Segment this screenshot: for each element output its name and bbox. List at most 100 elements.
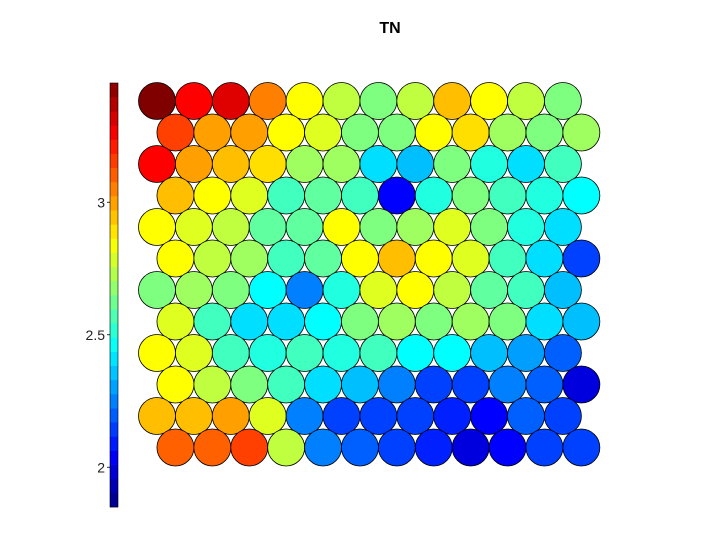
hex-cell (396, 82, 435, 120)
hex-cell (451, 239, 490, 278)
hex-cell (544, 271, 582, 309)
hex-cell (470, 208, 509, 246)
hex-cell (156, 239, 195, 278)
hex-cell (174, 82, 213, 120)
hex-cell (211, 208, 250, 246)
hex-cell (507, 82, 545, 120)
colorbar-step (110, 408, 118, 423)
hex-cell (156, 365, 195, 404)
colorbar-step (110, 97, 118, 112)
hex-cell (156, 176, 195, 215)
hex-cell (414, 428, 453, 467)
hex-cell (138, 334, 176, 372)
hex-cell (562, 365, 601, 404)
hex-cell (230, 365, 269, 404)
hex-cell (285, 82, 324, 120)
hex-cell (562, 113, 601, 152)
hex-cell (174, 397, 213, 435)
hex-cell (414, 113, 453, 152)
hex-cell (211, 397, 250, 435)
hex-cell (248, 208, 287, 246)
colorbar-step (110, 309, 118, 324)
hex-cell (451, 113, 490, 152)
hex-cell (488, 113, 527, 152)
colorbar-step (110, 266, 118, 282)
hex-cell (470, 82, 509, 120)
hex-cell (544, 397, 582, 435)
hex-cell (267, 428, 306, 467)
hex-cell (211, 334, 250, 372)
colorbar-step (110, 167, 118, 183)
colorbar-step (110, 422, 118, 437)
hex-cell (138, 82, 176, 120)
hex-cell (414, 302, 453, 341)
hex-cell (248, 82, 287, 120)
hex-cell (193, 113, 232, 152)
hex-cell (544, 82, 582, 120)
hex-cell (525, 113, 564, 152)
hex-cell (341, 428, 379, 467)
colorbar-step (110, 351, 118, 366)
hex-cell (396, 397, 435, 435)
colorbar-step (110, 153, 118, 169)
hex-cell (248, 271, 287, 309)
hex-cell (507, 334, 545, 372)
hex-cell (285, 145, 324, 183)
colorbar-step (110, 280, 118, 296)
hex-cell (525, 302, 564, 341)
hex-cell (525, 239, 564, 278)
hex-cell (341, 365, 379, 404)
hex-cell (304, 365, 342, 404)
colorbar-tick-label: 3 (97, 194, 105, 210)
hex-cell (451, 302, 490, 341)
hex-cell (507, 397, 545, 435)
hex-cell (267, 113, 306, 152)
hex-cell (230, 428, 269, 467)
colorbar-step (110, 464, 118, 480)
hex-cell (174, 208, 213, 246)
hex-cell (193, 365, 232, 404)
hex-cell (488, 365, 527, 404)
hex-cell (211, 271, 250, 309)
colorbar-step (110, 210, 118, 225)
hex-cell (267, 302, 306, 341)
hex-cell (230, 113, 269, 152)
hex-cell (433, 334, 472, 372)
colorbar-step (110, 478, 118, 494)
colorbar-step (110, 323, 118, 338)
hex-cell (230, 239, 269, 278)
hex-cell (488, 239, 527, 278)
hex-cell-grid (138, 82, 601, 467)
hex-cell (230, 302, 269, 341)
hex-cell (525, 428, 564, 467)
hex-cell (230, 176, 269, 215)
hex-cell (377, 176, 416, 215)
hex-cell (525, 176, 564, 215)
hex-cell (359, 334, 398, 372)
hex-cell (304, 113, 342, 152)
hex-cell (451, 176, 490, 215)
hex-cell (470, 145, 509, 183)
hex-cell (304, 176, 342, 215)
hex-cell (138, 145, 176, 183)
hex-cell (396, 271, 435, 309)
colorbar-step (110, 181, 118, 197)
hex-cell (304, 239, 342, 278)
hex-cell (488, 176, 527, 215)
hex-cell (414, 365, 453, 404)
hex-cell (359, 208, 398, 246)
hex-cell (396, 145, 435, 183)
hex-cell (451, 365, 490, 404)
hex-cell (562, 428, 601, 467)
hex-cell (193, 239, 232, 278)
hex-cell (211, 145, 250, 183)
colorbar-step (110, 436, 118, 451)
colorbar-step (110, 83, 118, 98)
hex-cell (377, 113, 416, 152)
hex-cell (470, 271, 509, 309)
colorbar-step (110, 111, 118, 126)
hex-cell (341, 176, 379, 215)
hex-cell (488, 428, 527, 467)
hex-cell (248, 334, 287, 372)
